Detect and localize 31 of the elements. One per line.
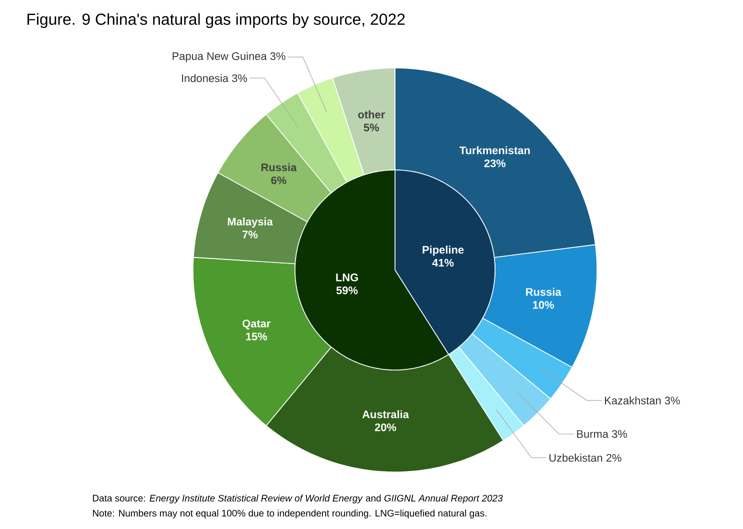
slice-label: Uzbekistan <box>549 454 602 462</box>
data-label: 2% <box>606 454 622 462</box>
slice-label: Qatar <box>242 320 271 330</box>
slice-label: Kazakhstan <box>605 396 661 404</box>
slice-label: Malaysia <box>228 217 273 228</box>
data-label: 41% <box>432 258 454 267</box>
text: Note: Numbers may not equal 100% due to independent rounding. LNG=liquefied natural gas. <box>92 510 486 518</box>
slice-label: other <box>358 110 385 118</box>
data-label: 5% <box>364 124 380 132</box>
data-label: 59% <box>336 286 358 294</box>
data-label: 3% <box>664 396 680 404</box>
slice-label: Turkmenistan <box>460 146 530 154</box>
data-label: 3% <box>612 430 627 438</box>
slice-label: Indonesia <box>182 74 229 82</box>
slice-label: Australia <box>362 410 410 418</box>
slice-label: Russia <box>526 288 562 296</box>
data-label: 3% <box>270 52 286 60</box>
slice-label: Papua New Guinea <box>172 52 267 62</box>
data-label: 10% <box>533 301 554 309</box>
data-label: 7% <box>242 230 258 238</box>
data-label: 15% <box>246 332 268 340</box>
data-label: 20% <box>374 423 396 432</box>
source-note: Data source: Energy Institute Statistical Review of World Energy and GIIGNL Annual Report 2023 <box>92 494 503 504</box>
data-label: 3% <box>232 74 248 82</box>
chart-title: Figure. 9 China's natural gas imports by source, 2022 <box>28 13 405 28</box>
data-label: 23% <box>484 159 506 168</box>
slice-label: LNG <box>336 274 358 282</box>
slice-label: Pipeline <box>422 246 464 256</box>
slice-label: Burma <box>577 430 608 438</box>
data-label: 6% <box>271 176 286 184</box>
slice-label: Russia <box>261 163 297 172</box>
